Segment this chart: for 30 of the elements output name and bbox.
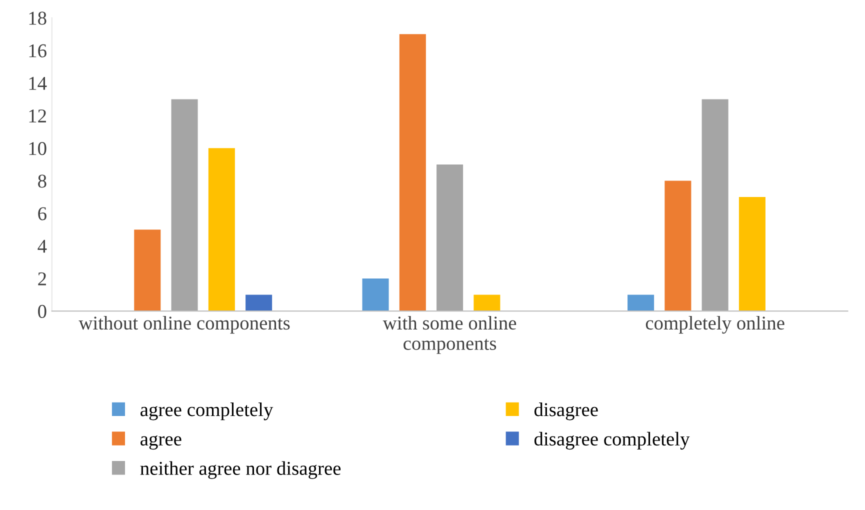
x-tick-label: completely online <box>646 316 784 334</box>
y-tick-label: 18 <box>29 12 46 25</box>
x-tick-label: without online components <box>78 316 290 334</box>
bar <box>134 230 161 312</box>
y-tick-label: 10 <box>29 142 46 156</box>
y-tick-label: 0 <box>38 304 46 318</box>
x-tick-label: with some online components <box>382 316 516 354</box>
legend-label: disagree <box>534 402 598 420</box>
y-tick-label: 8 <box>38 174 46 188</box>
y-tick-label: 2 <box>38 272 46 286</box>
y-tick-label: 12 <box>29 109 46 122</box>
bar <box>362 278 389 312</box>
bar <box>436 164 464 312</box>
bar <box>246 294 272 312</box>
legend-label: disagree completely <box>534 432 690 450</box>
legend-label: agree completely <box>140 402 274 420</box>
bar <box>171 99 198 312</box>
bar <box>628 294 654 312</box>
bar <box>664 180 692 312</box>
bar <box>702 99 728 312</box>
bar <box>399 34 426 312</box>
legend-label: agree <box>140 435 182 450</box>
bar <box>208 148 235 312</box>
bar <box>738 197 766 312</box>
legend-label: neither agree nor disagree <box>140 461 341 479</box>
y-tick-label: 16 <box>29 44 46 58</box>
y-tick-label: 4 <box>38 240 47 253</box>
y-tick-label: 6 <box>38 207 46 220</box>
bar <box>474 294 500 312</box>
y-tick-label: 14 <box>29 76 47 90</box>
